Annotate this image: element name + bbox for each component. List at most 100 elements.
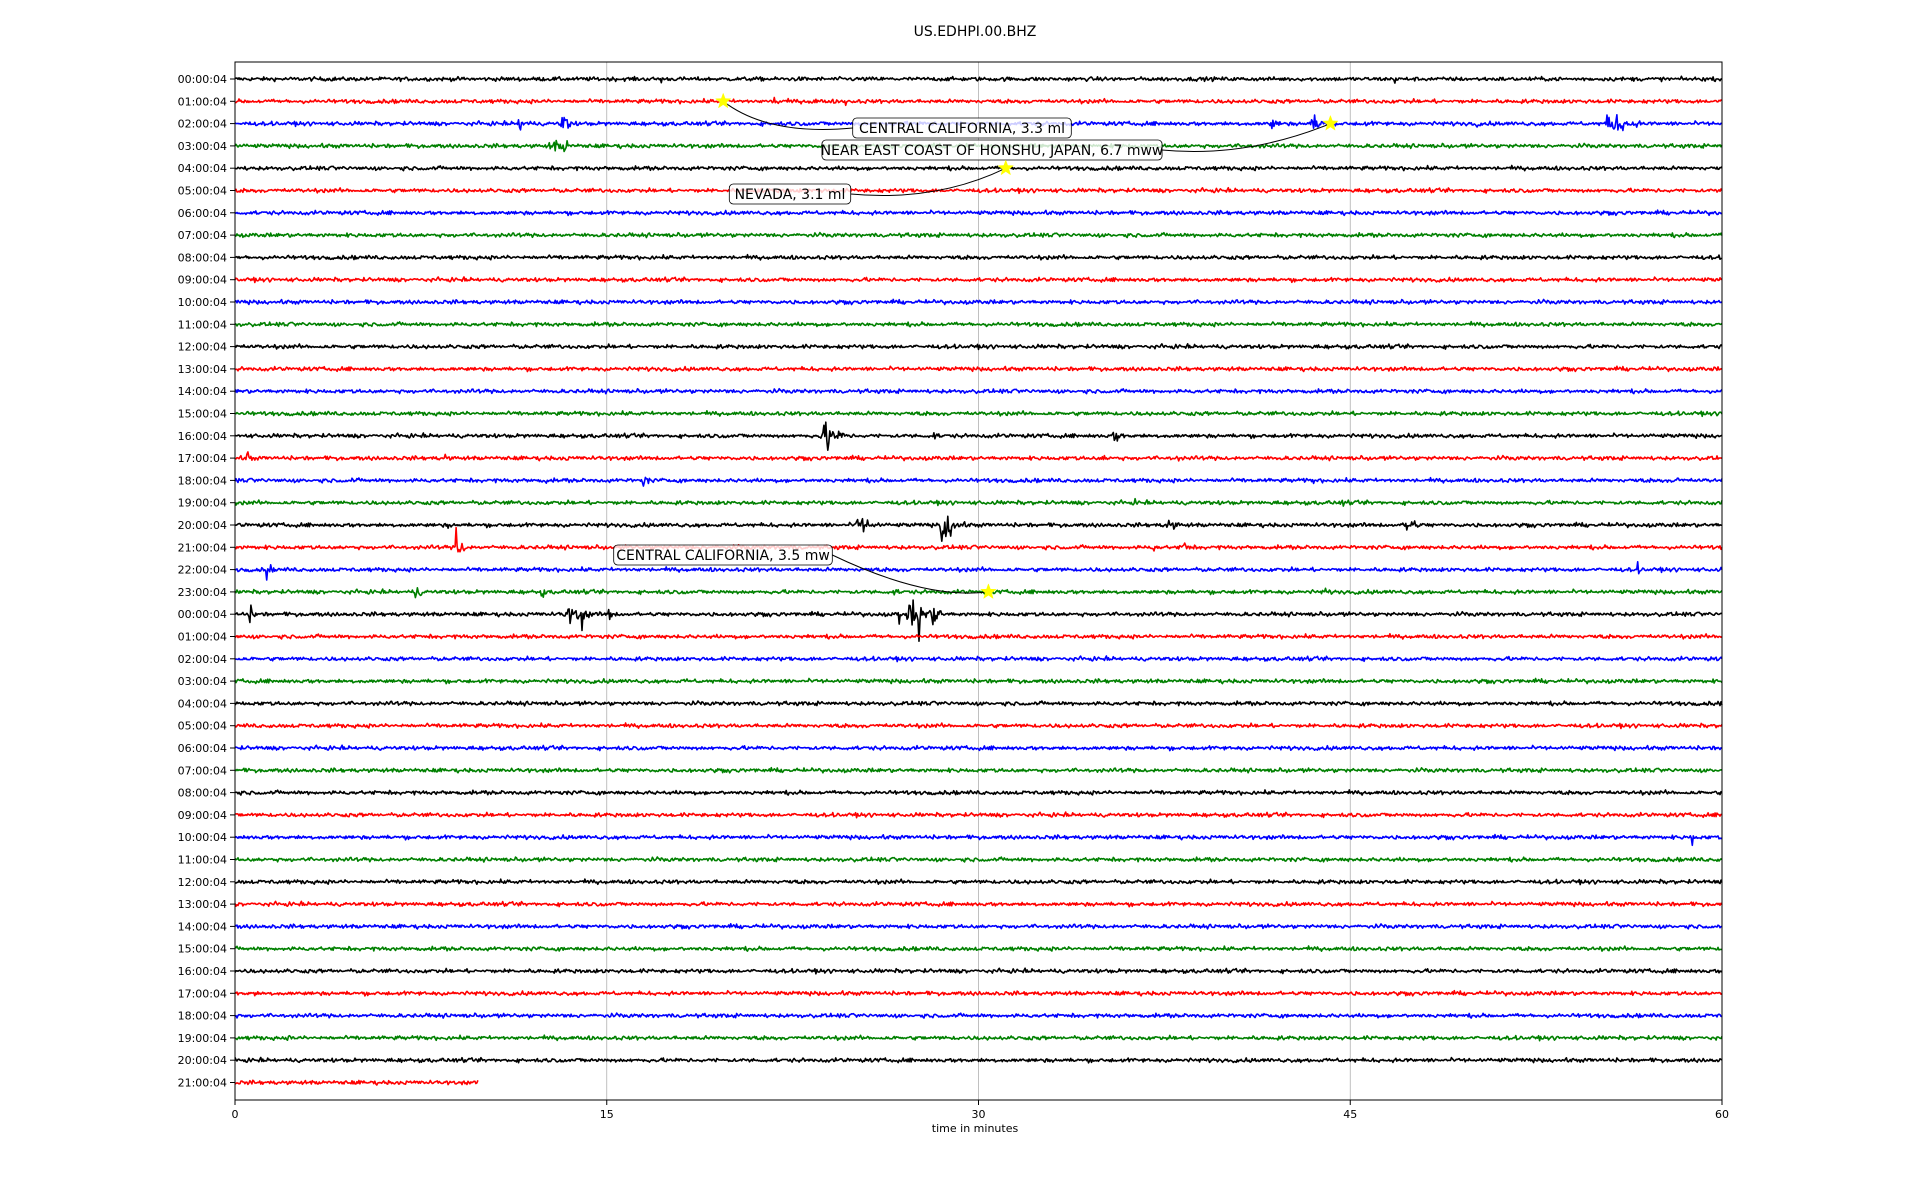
trace-rows xyxy=(234,75,1723,1086)
row-time-label: 05:00:04 xyxy=(178,185,227,198)
trace-row xyxy=(234,1012,1723,1019)
trace-row xyxy=(234,1056,1723,1064)
trace-row xyxy=(234,298,1723,306)
row-time-label: 02:00:04 xyxy=(178,118,227,131)
trace-row xyxy=(234,164,1723,172)
trace-row xyxy=(234,186,1723,195)
row-time-label: 18:00:04 xyxy=(178,474,227,487)
row-time-label: 09:00:04 xyxy=(178,809,227,822)
trace-row xyxy=(234,253,1722,261)
trace-row xyxy=(234,700,1723,707)
trace-row xyxy=(234,231,1723,239)
event-annotation: NEAR EAST COAST OF HONSHU, JAPAN, 6.7 mw… xyxy=(821,114,1339,161)
event-label: CENTRAL CALIFORNIA, 3.3 ml xyxy=(859,121,1065,137)
trace-row xyxy=(234,476,1723,487)
trace-row xyxy=(234,599,1723,642)
row-time-label: 13:00:04 xyxy=(178,898,227,911)
trace-row xyxy=(235,789,1723,796)
row-time-label: 13:00:04 xyxy=(178,363,227,376)
event-star-marker xyxy=(997,159,1015,176)
row-time-label: 17:00:04 xyxy=(178,987,227,1000)
row-time-label: 21:00:04 xyxy=(178,541,227,554)
event-label: NEVADA, 3.1 ml xyxy=(735,187,846,203)
event-star-marker xyxy=(1322,114,1339,131)
row-time-label: 07:00:04 xyxy=(178,229,227,242)
row-time-label: 14:00:04 xyxy=(178,920,227,933)
event-label: CENTRAL CALIFORNIA, 3.5 mw xyxy=(616,548,830,564)
row-time-label: 02:00:04 xyxy=(178,653,227,666)
x-axis-label: time in minutes xyxy=(932,1122,1019,1135)
row-time-label: 11:00:04 xyxy=(178,318,227,331)
trace-row xyxy=(234,343,1723,351)
trace-row xyxy=(234,526,1723,553)
trace-row xyxy=(234,561,1723,581)
row-time-label: 03:00:04 xyxy=(178,675,227,688)
row-time-labels: 00:00:04 01:00:04 02:00:04 03:00:04 04:00:04… xyxy=(178,73,235,1090)
row-time-label: 01:00:04 xyxy=(178,95,227,108)
x-axis-ticks: 0 15 30 45 60 xyxy=(232,1100,1729,1121)
trace-row xyxy=(234,677,1723,685)
row-time-label: 10:00:04 xyxy=(178,296,227,309)
event-connector xyxy=(832,554,989,594)
trace-row xyxy=(234,989,1723,997)
row-time-label: 19:00:04 xyxy=(178,1032,227,1045)
trace-row xyxy=(234,587,1723,599)
row-time-label: 08:00:04 xyxy=(178,251,227,264)
trace-row xyxy=(234,96,1723,107)
row-time-label: 15:00:04 xyxy=(178,943,227,956)
trace-row xyxy=(234,744,1723,752)
trace-row xyxy=(234,387,1723,395)
row-time-label: 16:00:04 xyxy=(178,965,227,978)
row-time-label: 11:00:04 xyxy=(178,854,227,867)
trace-row xyxy=(234,945,1722,952)
row-time-label: 09:00:04 xyxy=(178,274,227,287)
trace-row xyxy=(234,722,1723,730)
row-time-label: 04:00:04 xyxy=(178,162,227,175)
trace-row xyxy=(234,655,1723,663)
row-time-label: 03:00:04 xyxy=(178,140,227,153)
row-time-label: 04:00:04 xyxy=(178,697,227,710)
chart-title: US.EDHPI.00.BHZ xyxy=(914,24,1037,40)
trace-row xyxy=(234,833,1723,847)
trace-row xyxy=(235,451,1723,462)
row-time-label: 23:00:04 xyxy=(178,586,227,599)
event-label: NEAR EAST COAST OF HONSHU, JAPAN, 6.7 mw… xyxy=(821,143,1164,159)
row-time-label: 22:00:04 xyxy=(178,564,227,577)
trace-row xyxy=(234,1079,479,1086)
trace-row xyxy=(234,320,1723,328)
row-time-label: 08:00:04 xyxy=(178,787,227,800)
row-time-label: 18:00:04 xyxy=(178,1010,227,1023)
trace-row xyxy=(234,856,1723,863)
row-time-label: 16:00:04 xyxy=(178,430,227,443)
event-annotation: NEVADA, 3.1 ml xyxy=(728,159,1015,205)
row-time-label: 21:00:04 xyxy=(178,1077,227,1090)
event-annotations: CENTRAL CALIFORNIA, 3.3 ml NEAR EAST COAS… xyxy=(613,92,1339,599)
event-connector xyxy=(722,100,853,130)
trace-row xyxy=(234,276,1723,284)
event-connector xyxy=(1161,123,1331,152)
trace-row xyxy=(234,900,1723,908)
row-time-label: 06:00:04 xyxy=(178,742,227,755)
row-time-label: 00:00:04 xyxy=(178,73,227,86)
trace-row xyxy=(234,633,1723,640)
trace-row xyxy=(234,967,1723,975)
row-time-label: 01:00:04 xyxy=(178,631,227,644)
trace-row xyxy=(234,811,1723,819)
grid-lines xyxy=(606,62,1351,1100)
event-connector xyxy=(850,167,1007,196)
row-time-label: 06:00:04 xyxy=(178,207,227,220)
x-tick-label: 45 xyxy=(1343,1108,1357,1121)
event-star-marker xyxy=(980,583,997,599)
row-time-label: 05:00:04 xyxy=(178,720,227,733)
row-time-label: 20:00:04 xyxy=(178,519,227,532)
x-tick-label: 15 xyxy=(600,1108,614,1121)
row-time-label: 00:00:04 xyxy=(178,608,227,621)
trace-row xyxy=(235,515,1722,542)
trace-row xyxy=(234,75,1723,84)
event-star-marker xyxy=(714,92,732,109)
row-time-label: 10:00:04 xyxy=(178,831,227,844)
row-time-label: 14:00:04 xyxy=(178,385,227,398)
trace-row xyxy=(234,410,1723,418)
